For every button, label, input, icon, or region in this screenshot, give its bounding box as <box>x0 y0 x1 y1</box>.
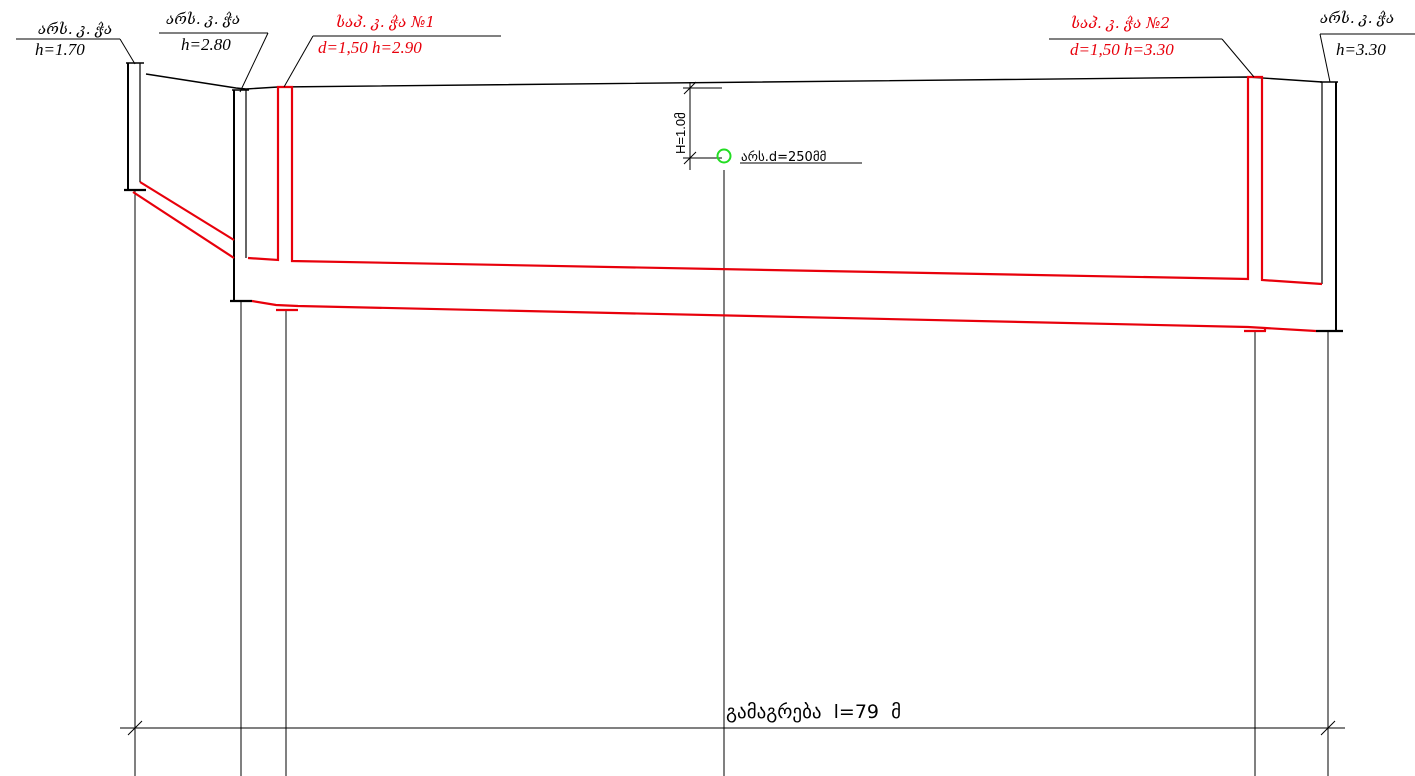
proposed-well-1 <box>247 75 1323 286</box>
well-title: საპ. კ. ჭა №2 <box>1071 14 1170 32</box>
well-subtitle: h=1.70 <box>35 40 85 59</box>
well-label-proposed-2: საპ. კ. ჭა №2 d=1,50 h=3.30 <box>1049 14 1255 78</box>
well-subtitle: h=3.30 <box>1336 40 1386 59</box>
reference-lines <box>134 170 1329 776</box>
well-subtitle: h=2.80 <box>181 35 231 54</box>
well-label-proposed-1: საპ. კ. ჭა №1 d=1,50 h=2.90 <box>283 13 501 88</box>
well-title: არს. კ. ჭა <box>38 20 112 38</box>
existing-well-3 <box>1316 81 1343 333</box>
existing-well-2 <box>230 89 252 303</box>
existing-pipe-label: არს.d=250მმ <box>741 150 826 165</box>
existing-well-1 <box>124 62 146 192</box>
well-title: არს. კ. ჭა <box>166 10 240 28</box>
proposed-network <box>132 75 1323 333</box>
well-label-existing-2: არს. კ. ჭა h=2.80 <box>159 10 269 93</box>
well-title: საპ. კ. ჭა №1 <box>336 13 435 31</box>
circle-marker-icon <box>716 148 732 164</box>
well-subtitle: d=1,50 h=3.30 <box>1070 40 1174 59</box>
well-label-existing-1: არს. კ. ჭა h=1.70 <box>16 20 136 65</box>
ground-surface-line <box>145 73 1323 90</box>
well-label-existing-3: არს. კ. ჭა h=3.30 <box>1319 9 1415 83</box>
connector-pipe-left <box>139 181 235 241</box>
depth-dimension-label: H=1.0მ <box>673 112 688 154</box>
well-title: არს. კ. ჭა <box>1320 9 1394 27</box>
total-length-dimension <box>120 720 1345 736</box>
existing-wells <box>124 62 1343 333</box>
total-length-label: გამაგრება l=79 მ <box>726 701 901 723</box>
main-pipe-bottom <box>251 299 1317 333</box>
depth-dimension <box>683 81 722 170</box>
well-subtitle: d=1,50 h=2.90 <box>318 38 422 57</box>
connector-pipe-left-bottom <box>132 191 235 259</box>
